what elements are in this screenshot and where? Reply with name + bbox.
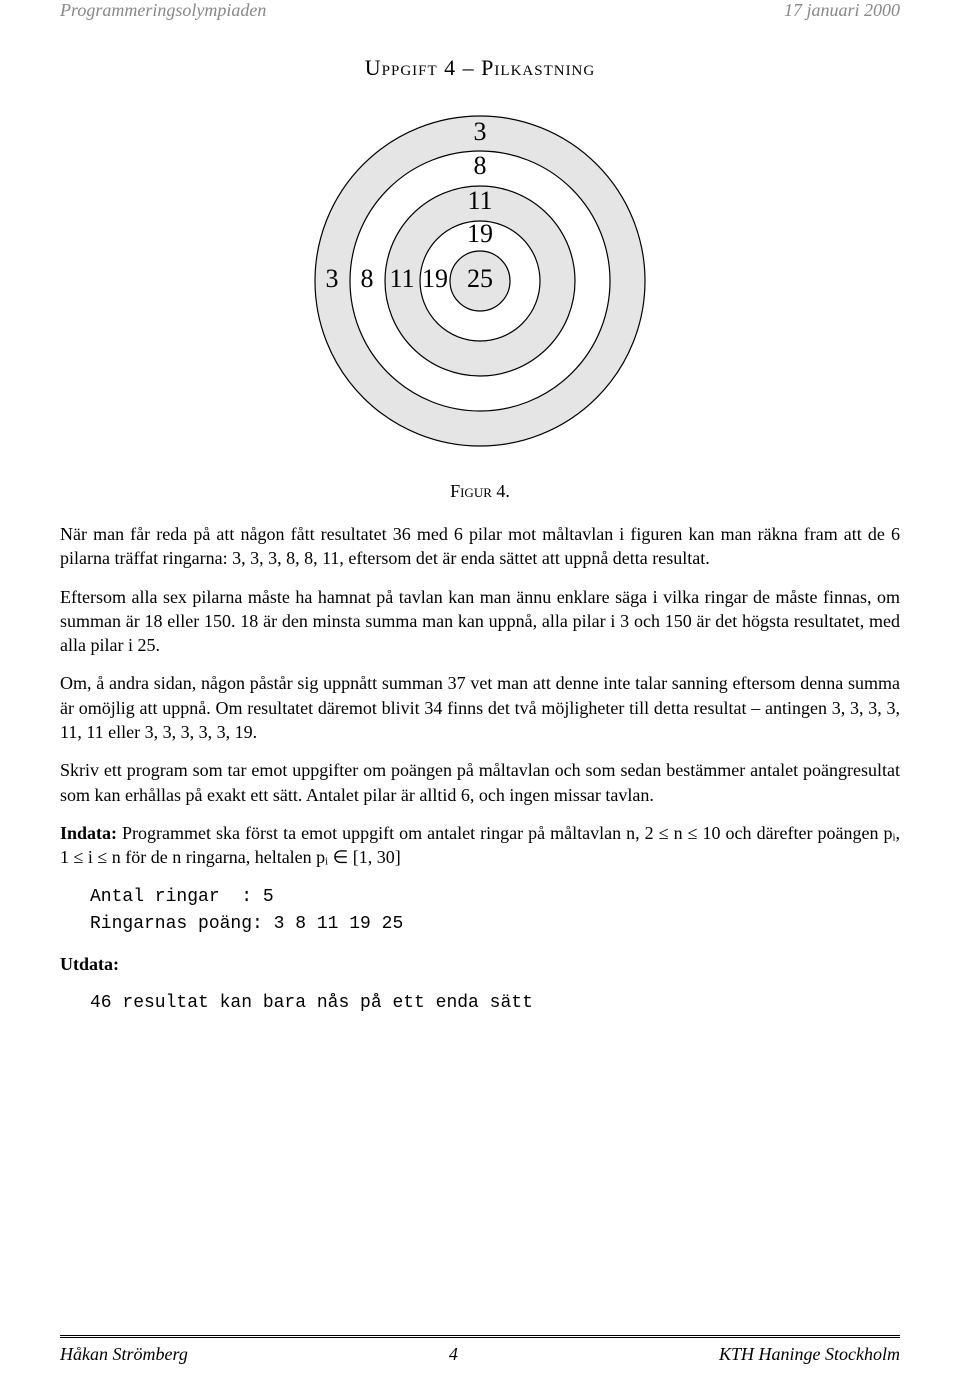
header-left: Programmeringsolympiaden [60,0,266,21]
input-code-block: Antal ringar : 5 Ringarnas poäng: 3 8 11… [90,884,900,938]
dartboard-figure: 38111938111925 [60,101,900,461]
paragraph-3: Om, å andra sidan, någon påstår sig uppn… [60,671,900,744]
utdata-paragraph: Utdata: [60,952,900,976]
svg-text:3: 3 [474,117,487,146]
svg-text:19: 19 [467,219,493,248]
svg-text:19: 19 [422,264,448,293]
svg-text:11: 11 [467,186,492,215]
svg-text:8: 8 [474,151,487,180]
paragraph-1: När man får reda på att någon fått resul… [60,522,900,571]
problem-title: Uppgift 4 – Pilkastning [60,55,900,81]
svg-text:25: 25 [467,264,493,293]
indata-text: Programmet ska först ta emot uppgift om … [60,823,900,867]
svg-text:3: 3 [326,264,339,293]
utdata-label: Utdata: [60,954,119,974]
svg-text:11: 11 [389,264,414,293]
svg-text:8: 8 [361,264,374,293]
footer-right: KTH Haninge Stockholm [719,1344,900,1365]
indata-paragraph: Indata: Programmet ska först ta emot upp… [60,821,900,870]
output-code-block: 46 resultat kan bara nås på ett enda sät… [90,990,900,1017]
figure-caption: Figur 4. [60,481,900,502]
dartboard-svg: 38111938111925 [300,101,660,461]
paragraph-2: Eftersom alla sex pilarna måste ha hamna… [60,585,900,658]
paragraph-4: Skriv ett program som tar emot uppgifter… [60,758,900,807]
indata-label: Indata: [60,823,117,843]
page-footer: Håkan Strömberg 4 KTH Haninge Stockholm [60,1337,900,1365]
header-right: 17 januari 2000 [784,0,900,21]
footer-left: Håkan Strömberg [60,1344,188,1365]
footer-center: 4 [449,1344,458,1365]
page-header: Programmeringsolympiaden 17 januari 2000 [60,0,900,25]
